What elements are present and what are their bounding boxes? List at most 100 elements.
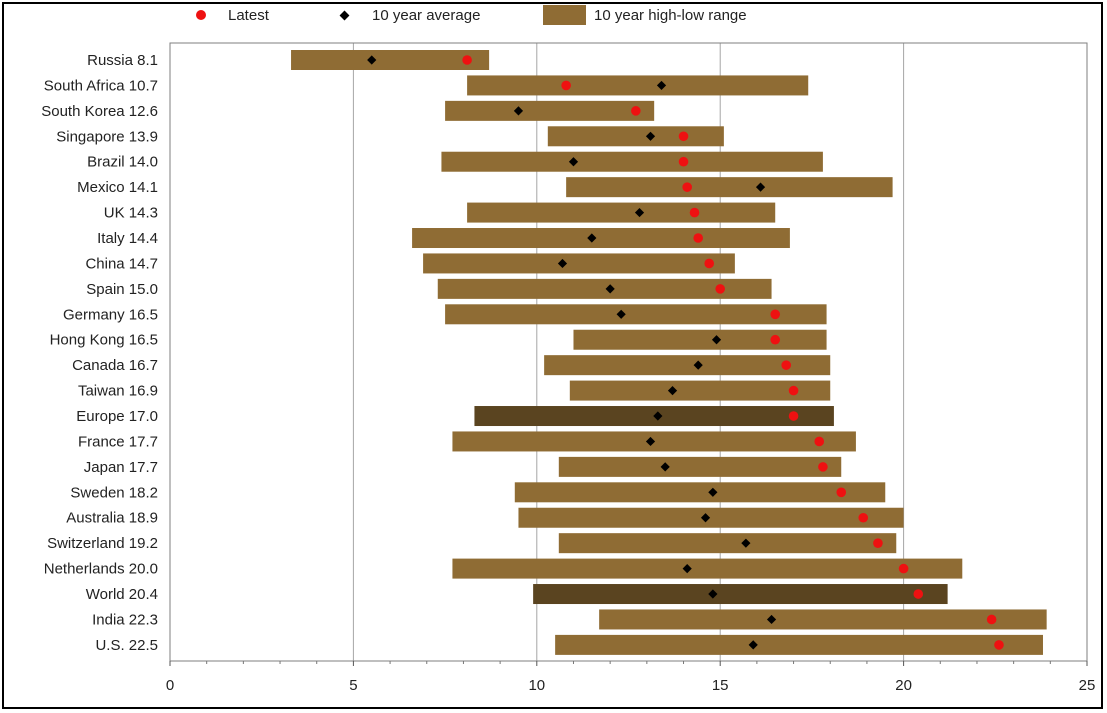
latest-marker-hong-kong-16-5 [770, 334, 781, 345]
range-bar-brazil-14-0 [441, 151, 823, 172]
range-bar-south-africa-10-7 [467, 75, 809, 96]
category-label-france-17-7: France 17.7 [78, 433, 158, 450]
range-bar-singapore-13-9 [547, 126, 724, 147]
x-tick-label-5: 5 [349, 677, 357, 694]
average-marker-sweden-18-2 [708, 487, 718, 497]
average-marker-australia-18-9 [700, 513, 711, 523]
latest-marker-canada-16-7 [781, 360, 792, 370]
category-label-world-20-4: World 20.4 [86, 586, 158, 603]
latest-marker-u-s-22-5 [994, 640, 1004, 650]
average-marker-mexico-14-1 [755, 182, 766, 192]
x-tick-label-15: 15 [712, 677, 729, 694]
average-marker-brazil-14-0 [568, 157, 579, 167]
category-label-u-s-22-5: U.S. 22.5 [95, 637, 158, 654]
category-label-spain-15-0: Spain 15.0 [86, 281, 158, 298]
range-bar-china-14-7 [423, 253, 735, 274]
range-bar-australia-18-9 [518, 507, 904, 528]
average-marker-china-14-7 [557, 258, 568, 269]
range-bar-italy-14-4 [412, 228, 790, 249]
range-bar-switzerland-19-2 [558, 533, 897, 554]
range-bar-mexico-14-1 [566, 177, 893, 198]
category-label-china-14-7: China 14.7 [85, 255, 158, 272]
legend-latest-marker [196, 10, 206, 20]
range-bar-taiwan-16-9 [569, 380, 831, 401]
average-marker-south-korea-12-6 [513, 106, 524, 116]
range-bar-germany-16-5 [445, 304, 827, 325]
range-bar-spain-15-0 [437, 278, 772, 299]
average-marker-europe-17-0 [653, 411, 663, 421]
average-marker-world-20-4 [708, 589, 718, 599]
latest-marker-mexico-14-1 [682, 182, 692, 192]
category-label-germany-16-5: Germany 16.5 [63, 306, 158, 323]
category-label-russia-8-1: Russia 8.1 [87, 52, 158, 69]
latest-marker-russia-8-1 [462, 55, 472, 65]
legend-range-marker [543, 5, 586, 25]
x-tick-label-25: 25 [1079, 677, 1096, 694]
range-bar-south-korea-12-6 [445, 100, 655, 121]
category-label-brazil-14-0: Brazil 14.0 [87, 154, 158, 171]
latest-marker-sweden-18-2 [836, 487, 847, 498]
legend-item-range: 10 year high-low range [543, 4, 747, 26]
average-marker-south-africa-10-7 [656, 80, 667, 91]
category-label-south-africa-10-7: South Africa 10.7 [44, 77, 158, 94]
category-label-japan-17-7: Japan 17.7 [84, 459, 158, 476]
category-label-italy-14-4: Italy 14.4 [97, 230, 158, 247]
range-bar-hong-kong-16-5 [573, 329, 827, 350]
category-label-switzerland-19-2: Switzerland 19.2 [47, 535, 158, 552]
x-tick-label-0: 0 [166, 677, 174, 694]
latest-marker-australia-18-9 [858, 512, 869, 523]
category-label-uk-14-3: UK 14.3 [104, 205, 158, 222]
category-label-europe-17-0: Europe 17.0 [76, 408, 158, 425]
legend-item-average: 10 year average [339, 4, 480, 26]
range-bar-canada-16-7 [544, 355, 831, 376]
latest-marker-singapore-13-9 [678, 131, 689, 142]
latest-marker-taiwan-16-9 [788, 385, 799, 396]
average-marker-switzerland-19-2 [741, 538, 751, 548]
latest-marker-china-14-7 [704, 258, 714, 269]
latest-marker-india-22-3 [986, 614, 997, 625]
latest-marker-switzerland-19-2 [873, 538, 883, 548]
latest-marker-spain-15-0 [715, 284, 725, 294]
legend-range-label: 10 year high-low range [594, 6, 747, 24]
range-bar-sweden-18-2 [514, 482, 886, 503]
legend-item-latest: Latest [196, 4, 269, 26]
category-label-canada-16-7: Canada 16.7 [72, 357, 158, 374]
average-marker-uk-14-3 [634, 207, 645, 218]
latest-marker-italy-14-4 [693, 233, 703, 243]
average-marker-russia-8-1 [367, 55, 377, 65]
x-tick-label-10: 10 [528, 677, 545, 694]
x-tick-label-20: 20 [895, 677, 912, 694]
range-bar-uk-14-3 [467, 202, 776, 223]
latest-marker-japan-17-7 [818, 462, 828, 472]
category-label-mexico-14-1: Mexico 14.1 [77, 179, 158, 196]
category-label-hong-kong-16-5: Hong Kong 16.5 [50, 332, 158, 349]
latest-marker-south-africa-10-7 [561, 80, 571, 91]
average-marker-netherlands-20-0 [682, 564, 692, 574]
range-bar-netherlands-20-0 [452, 558, 963, 579]
category-label-india-22-3: India 22.3 [92, 611, 158, 628]
average-marker-singapore-13-9 [645, 131, 656, 141]
average-marker-taiwan-16-9 [667, 385, 678, 396]
average-marker-u-s-22-5 [748, 640, 758, 650]
category-label-taiwan-16-9: Taiwan 16.9 [78, 383, 158, 400]
category-label-netherlands-20-0: Netherlands 20.0 [44, 561, 158, 578]
range-bar-world-20-4 [533, 584, 948, 605]
category-label-singapore-13-9: Singapore 13.9 [56, 128, 158, 145]
latest-marker-brazil-14-0 [678, 156, 689, 167]
latest-marker-south-korea-12-6 [631, 106, 641, 116]
latest-marker-world-20-4 [913, 589, 924, 599]
legend-latest-label: Latest [228, 6, 269, 24]
latest-marker-germany-16-5 [770, 309, 781, 320]
average-marker-germany-16-5 [616, 309, 626, 319]
category-label-south-korea-12-6: South Korea 12.6 [41, 103, 158, 120]
latest-marker-france-17-7 [814, 436, 825, 447]
average-marker-france-17-7 [645, 436, 656, 447]
category-label-australia-18-9: Australia 18.9 [66, 510, 158, 527]
range-bar-u-s-22-5 [555, 634, 1043, 655]
average-marker-spain-15-0 [605, 284, 615, 294]
average-marker-canada-16-7 [693, 360, 703, 370]
range-bar-japan-17-7 [558, 456, 842, 477]
legend: Latest 10 year average 10 year high-low … [0, 0, 1107, 34]
average-marker-india-22-3 [766, 614, 777, 625]
